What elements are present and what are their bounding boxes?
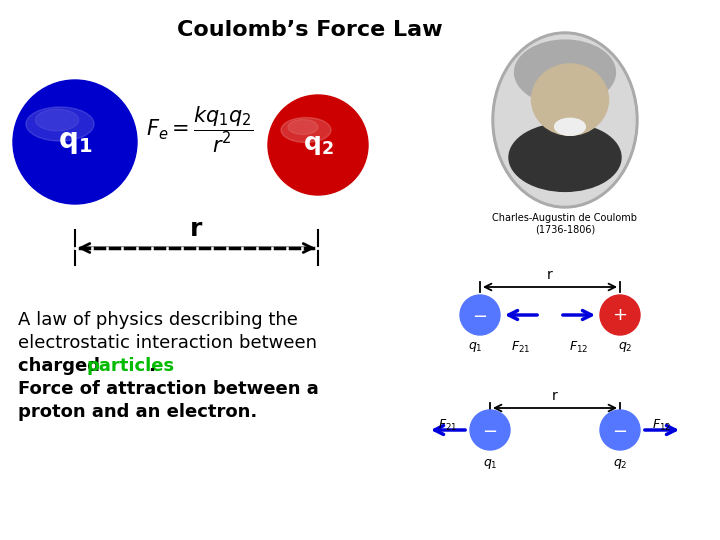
Text: r: r	[547, 268, 553, 282]
Text: $-$: $-$	[613, 421, 628, 439]
Text: electrostatic interaction between: electrostatic interaction between	[18, 334, 317, 352]
Text: $+$: $+$	[613, 306, 628, 324]
Text: Coulomb’s Force Law: Coulomb’s Force Law	[177, 20, 443, 40]
Text: $\mathbf{q_2}$: $\mathbf{q_2}$	[302, 133, 333, 157]
Text: $-$: $-$	[472, 306, 487, 324]
Text: proton and an electron.: proton and an electron.	[18, 403, 257, 421]
Ellipse shape	[35, 109, 78, 131]
Ellipse shape	[492, 32, 638, 208]
Circle shape	[460, 295, 500, 335]
Text: $F_{21}$: $F_{21}$	[438, 417, 458, 433]
Text: $q_2$: $q_2$	[613, 457, 627, 471]
Text: $q_1$: $q_1$	[482, 457, 498, 471]
Text: r: r	[190, 217, 203, 241]
Text: $q_1$: $q_1$	[468, 340, 482, 354]
Text: charged: charged	[18, 357, 107, 375]
Ellipse shape	[515, 40, 616, 105]
Text: $F_{21}$: $F_{21}$	[511, 340, 531, 355]
Text: $q_2$: $q_2$	[618, 340, 632, 354]
Ellipse shape	[495, 35, 635, 205]
Text: A law of physics describing the: A law of physics describing the	[18, 311, 298, 329]
Text: $F_{12}$: $F_{12}$	[652, 417, 672, 433]
Text: $\mathbf{q_1}$: $\mathbf{q_1}$	[58, 128, 92, 156]
Circle shape	[600, 410, 640, 450]
Ellipse shape	[288, 119, 318, 134]
Ellipse shape	[509, 124, 621, 191]
Text: $-$: $-$	[482, 421, 498, 439]
Circle shape	[600, 295, 640, 335]
Circle shape	[470, 410, 510, 450]
Circle shape	[13, 80, 137, 204]
Circle shape	[268, 95, 368, 195]
Text: Charles-Augustin de Coulomb: Charles-Augustin de Coulomb	[492, 213, 637, 223]
Text: $F_e = \dfrac{kq_1q_2}{r^2}$: $F_e = \dfrac{kq_1q_2}{r^2}$	[146, 105, 254, 155]
Text: particles: particles	[86, 357, 174, 375]
Text: (1736-1806): (1736-1806)	[535, 225, 595, 235]
Ellipse shape	[531, 64, 608, 136]
Ellipse shape	[554, 118, 585, 136]
Ellipse shape	[26, 107, 94, 141]
Text: r: r	[552, 389, 558, 403]
Text: Force of attraction between a: Force of attraction between a	[18, 380, 319, 398]
Text: $F_{12}$: $F_{12}$	[570, 340, 589, 355]
Ellipse shape	[281, 118, 331, 143]
Text: .: .	[148, 357, 155, 375]
